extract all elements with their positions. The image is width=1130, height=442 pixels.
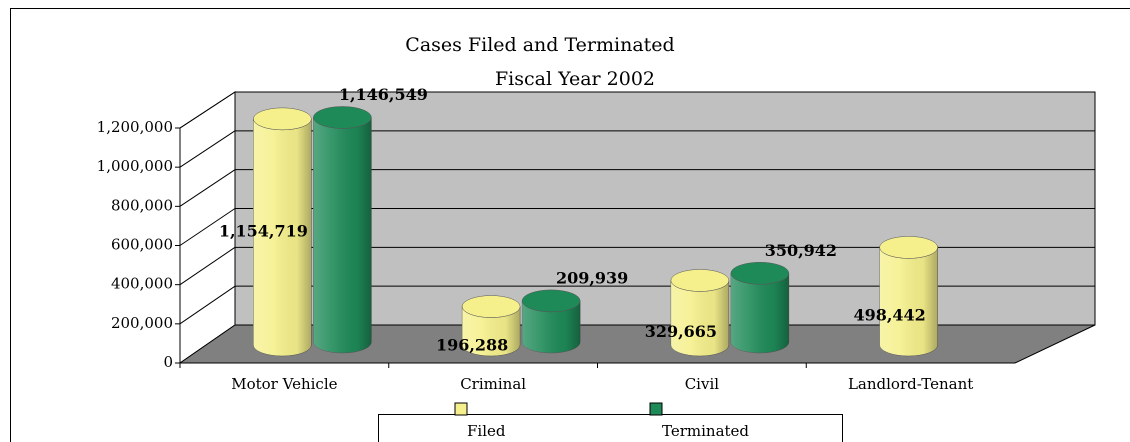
cylinder-shade <box>879 247 938 357</box>
legend-label: Filed <box>467 422 506 440</box>
cylinder-top <box>730 262 790 285</box>
grid-line <box>179 208 236 246</box>
value-label: 329,665 <box>645 322 717 341</box>
value-label: 1,154,719 <box>219 221 308 240</box>
x-tick-label: Civil <box>685 375 720 393</box>
cylinder-top <box>313 106 372 129</box>
y-tick-label: 200,000 <box>111 314 173 332</box>
cylinder-top <box>879 236 938 259</box>
cylinder-top <box>521 289 581 313</box>
cylinder-shade <box>730 273 789 354</box>
cylinder-top <box>461 295 521 318</box>
grid-line <box>179 130 236 168</box>
grid-line <box>179 285 236 325</box>
legend-swatch <box>649 402 663 416</box>
y-tick-label: 400,000 <box>111 275 173 293</box>
cylinder-shade <box>522 300 581 354</box>
y-tick-label: 1,200,000 <box>97 118 173 136</box>
cylinder-shade <box>253 118 312 357</box>
frame <box>10 8 1130 442</box>
grid-line <box>179 91 236 129</box>
y-tick-label: 0 <box>163 353 173 371</box>
cylinder-shade <box>670 280 729 357</box>
legend-box <box>378 414 843 442</box>
cylinder-shade <box>462 306 521 357</box>
cylinder-top <box>670 269 730 292</box>
x-tick-label: Motor Vehicle <box>231 375 337 393</box>
value-label: 498,442 <box>853 306 925 325</box>
x-tick-label: Criminal <box>460 375 526 393</box>
legend-label: Terminated <box>662 422 749 440</box>
value-label: 350,942 <box>765 241 837 260</box>
y-tick-label: 600,000 <box>111 236 173 254</box>
value-label: 209,939 <box>556 268 628 287</box>
value-label: 1,146,549 <box>339 85 428 104</box>
y-tick-label: 1,000,000 <box>97 157 173 175</box>
value-label: 196,288 <box>436 335 508 354</box>
chart-title: Cases Filed and Terminated <box>405 34 674 56</box>
y-tick-label: 800,000 <box>111 196 173 214</box>
cylinder-top <box>253 107 312 131</box>
chart-subtitle: Fiscal Year 2002 <box>495 68 655 90</box>
x-tick-label: Landlord-Tenant <box>848 375 973 393</box>
legend-swatch <box>454 402 468 416</box>
cylinder-shade <box>313 117 372 354</box>
grid-line <box>179 169 236 207</box>
grid-line <box>179 246 236 286</box>
